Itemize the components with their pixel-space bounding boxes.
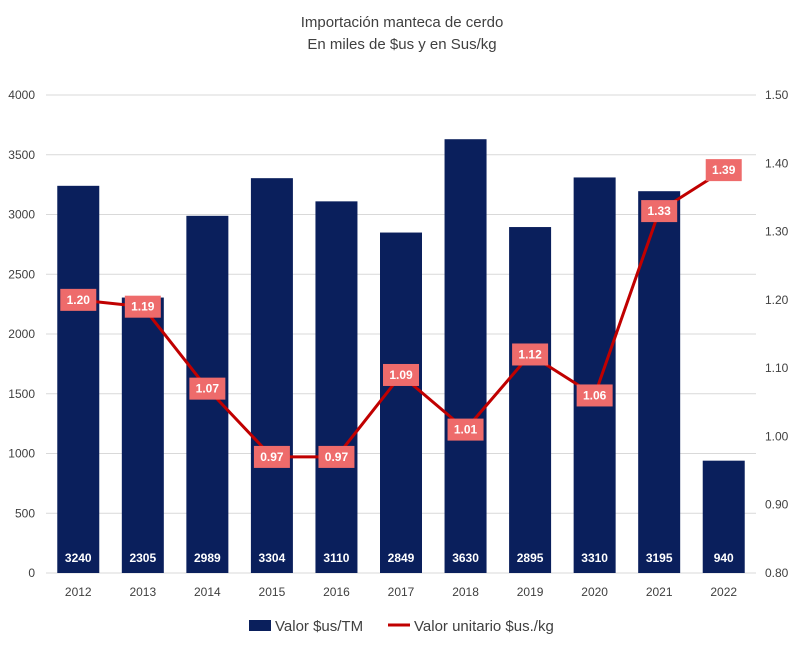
left-tick-label: 4000 [8, 88, 35, 102]
bar [315, 201, 358, 574]
bar [380, 232, 422, 573]
x-axis: 2012 2013 2014 2015 2016 2017 2018 2019 2020 2021… [65, 585, 737, 599]
x-tick-label: 2018 [452, 585, 479, 599]
line-point-label-box [124, 295, 161, 318]
line-point-label: 1.33 [648, 204, 672, 218]
right-tick-label: 0.90 [765, 498, 789, 512]
bar-value-label: 940 [714, 551, 734, 565]
x-tick-label: 2014 [194, 585, 221, 599]
legend-bar-label: Valor $us/TM [275, 618, 363, 635]
right-tick-label: 0.80 [765, 566, 789, 580]
left-tick-label: 3000 [8, 208, 35, 222]
line-point-label: 1.07 [196, 382, 220, 396]
bar-value-label: 2305 [129, 551, 156, 565]
line-point-label-box [253, 445, 290, 468]
bar [509, 227, 552, 574]
line-point-label: 1.20 [67, 293, 91, 307]
line-point-label-box [576, 384, 613, 407]
left-tick-label: 2500 [8, 267, 35, 281]
left-tick-label: 3500 [8, 148, 35, 162]
left-tick-label: 1000 [8, 447, 35, 461]
legend: Valor $us/TM Valor unitario $us./kg [249, 618, 554, 635]
line-series: 1.20 1.19 1.07 0.97 0.97 1.09 1.01 1.12 1.06 1.33… [60, 159, 742, 468]
bar [638, 191, 681, 573]
bar [121, 297, 164, 573]
legend-line-label: Valor unitario $us./kg [414, 618, 554, 635]
left-tick-label: 500 [15, 506, 35, 520]
x-tick-label: 2013 [129, 585, 156, 599]
line-point-label: 0.97 [325, 450, 349, 464]
x-tick-label: 2012 [65, 585, 92, 599]
right-tick-label: 1.50 [765, 88, 789, 102]
left-tick-label: 2000 [8, 327, 35, 341]
bar [444, 139, 487, 573]
left-axis: 0 500 1000 1500 2000 2500 3000 3500 4000 [8, 88, 35, 580]
bar-value-label: 3310 [581, 551, 608, 565]
line-point-label-box [318, 445, 355, 468]
legend-bar-swatch [249, 620, 271, 631]
chart-title-line-1: Importación manteca de cerdo [301, 14, 504, 31]
right-tick-label: 1.30 [765, 225, 789, 239]
bar-series: 3240 2305 2989 3304 3110 2849 3630 2895 3310 3195… [57, 139, 745, 574]
line-point-label: 1.01 [454, 423, 478, 437]
bar [573, 177, 616, 573]
line-point-label: 1.19 [131, 300, 155, 314]
line-point-label-box [705, 159, 742, 182]
bar-value-label: 3304 [259, 551, 286, 565]
x-tick-label: 2019 [517, 585, 544, 599]
left-tick-label: 0 [28, 566, 35, 580]
right-tick-label: 1.00 [765, 429, 789, 443]
bar-value-label: 3110 [323, 551, 349, 565]
left-tick-label: 1500 [8, 387, 35, 401]
x-tick-label: 2022 [710, 585, 737, 599]
bar-value-label: 3240 [65, 551, 92, 565]
line-point-label: 0.97 [260, 450, 284, 464]
line-point-label: 1.39 [712, 163, 736, 177]
line-point-label: 1.12 [518, 347, 542, 361]
x-tick-label: 2020 [581, 585, 608, 599]
bar [250, 178, 293, 573]
right-tick-label: 1.20 [765, 293, 789, 307]
bar [702, 460, 745, 573]
chart-title-line-2: En miles de $us y en Sus/kg [307, 36, 496, 53]
line-point-label-box [641, 200, 678, 223]
line-point-label-box [189, 377, 226, 400]
right-axis: 0.80 0.90 1.00 1.10 1.20 1.30 1.40 1.50 [765, 88, 789, 580]
bar [57, 185, 100, 573]
bar-value-label: 3195 [646, 551, 673, 565]
bar-value-label: 2895 [517, 551, 544, 565]
x-tick-label: 2016 [323, 585, 350, 599]
bar-value-label: 2849 [388, 551, 415, 565]
bar-value-label: 3630 [452, 551, 479, 565]
x-tick-label: 2021 [646, 585, 673, 599]
line-point-label-box [447, 418, 484, 441]
right-tick-label: 1.40 [765, 156, 789, 170]
line-point-label-box [383, 363, 419, 386]
x-tick-label: 2015 [259, 585, 286, 599]
x-tick-label: 2017 [388, 585, 415, 599]
right-tick-label: 1.10 [765, 361, 789, 375]
line-point-label-box [512, 343, 549, 366]
line-point-label-box [60, 288, 97, 311]
line-point-label: 1.06 [583, 388, 607, 402]
line-point-label: 1.09 [389, 368, 413, 382]
bar-value-label: 2989 [194, 551, 221, 565]
